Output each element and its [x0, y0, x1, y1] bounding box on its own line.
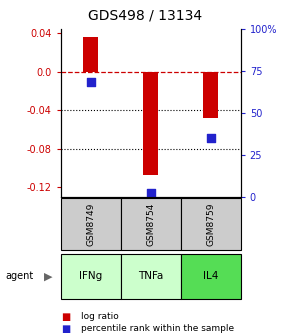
- Text: ■: ■: [61, 324, 70, 334]
- Text: percentile rank within the sample: percentile rank within the sample: [81, 324, 234, 333]
- Text: ▶: ▶: [44, 271, 52, 281]
- Text: GSM8754: GSM8754: [146, 203, 155, 246]
- Text: ■: ■: [61, 311, 70, 322]
- Point: [209, 135, 213, 140]
- Text: agent: agent: [6, 271, 34, 281]
- Text: log ratio: log ratio: [81, 312, 119, 321]
- Text: GDS498 / 13134: GDS498 / 13134: [88, 8, 202, 22]
- Bar: [84, 37, 98, 72]
- Point: [148, 191, 153, 196]
- Bar: [203, 72, 218, 118]
- Bar: [143, 72, 158, 175]
- Point: [88, 80, 93, 85]
- Text: IL4: IL4: [203, 271, 218, 281]
- Text: IFNg: IFNg: [79, 271, 102, 281]
- Text: GSM8749: GSM8749: [86, 203, 95, 246]
- Text: GSM8759: GSM8759: [206, 203, 215, 246]
- Text: TNFa: TNFa: [138, 271, 164, 281]
